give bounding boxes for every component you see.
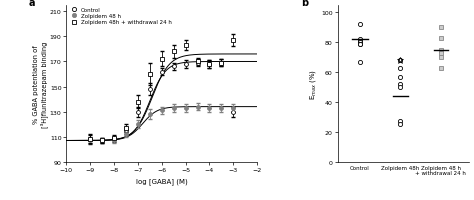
Y-axis label: E$_{max}$ (%): E$_{max}$ (%): [309, 69, 319, 99]
X-axis label: log [GABA] (M): log [GABA] (M): [136, 177, 188, 184]
Legend: Control, Zolpidem 48 h, Zolpidem 48h + withdrawal 24 h: Control, Zolpidem 48 h, Zolpidem 48h + w…: [67, 7, 172, 26]
Text: a: a: [28, 0, 35, 8]
Text: b: b: [301, 0, 308, 8]
Y-axis label: % GABA potentiation of
[³H]flunitrazepam binding: % GABA potentiation of [³H]flunitrazepam…: [33, 41, 48, 127]
